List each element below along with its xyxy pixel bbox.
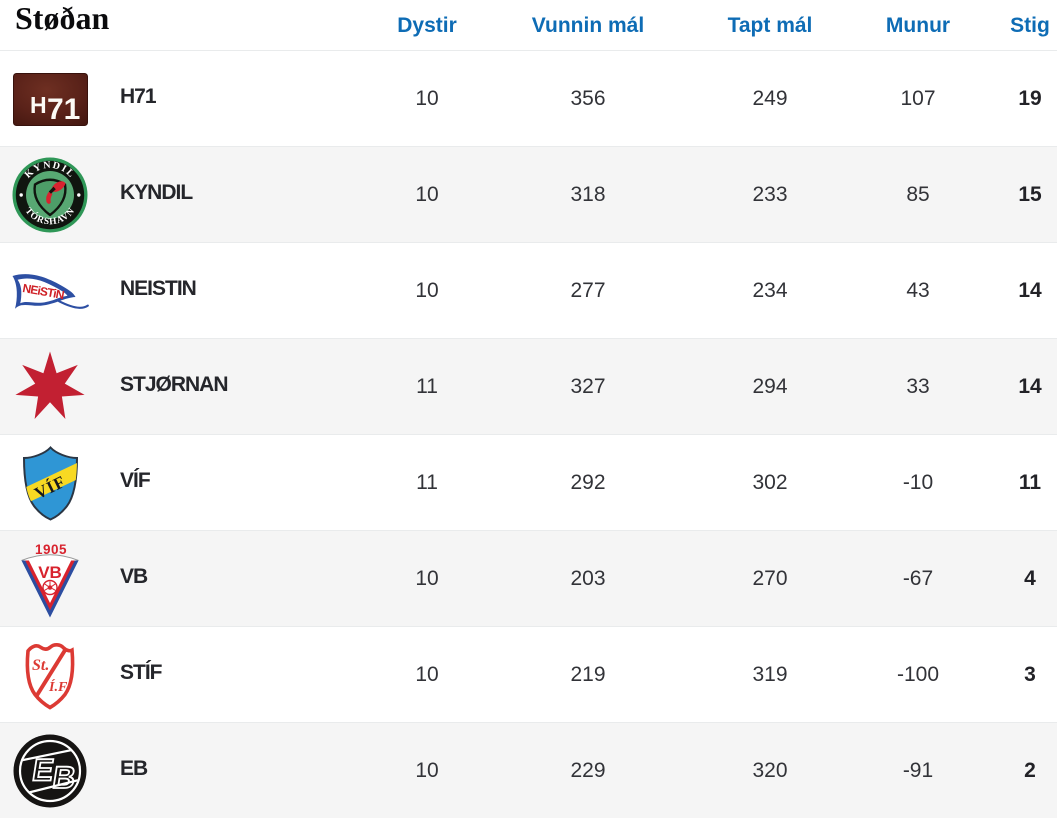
- logo-cell: KYNDIL TÓRSHAVN: [0, 147, 100, 243]
- cell-tapt-mal: 319: [752, 663, 788, 686]
- table-row: KYNDIL TÓRSHAVN KYNDIL 10 318 233 85 15: [0, 146, 1057, 242]
- table-row: 1905 VB VB 10 203 270 -67 4: [0, 530, 1057, 626]
- cell-munur: 33: [906, 375, 930, 398]
- team-logo-stif: St. Í.F: [25, 643, 75, 710]
- cell-tapt-mal: 270: [752, 567, 788, 590]
- cell-tapt-mal: 320: [752, 759, 788, 782]
- cell-munur: -91: [902, 759, 934, 782]
- logo-cell: E B: [0, 723, 100, 818]
- cell-stig: 3: [1024, 663, 1036, 686]
- table-row: STJØRNAN 11 327 294 33 14: [0, 338, 1057, 434]
- team-logo-kyndil: KYNDIL TÓRSHAVN: [12, 157, 88, 233]
- team-logo-vif: VÍF: [22, 446, 78, 521]
- table-row: E B EB 10 229 320 -91 2: [0, 722, 1057, 818]
- cell-vunnin-mal: 292: [570, 471, 606, 494]
- cell-vunnin-mal: 203: [570, 567, 606, 590]
- team-name: STÍF: [120, 661, 163, 684]
- cell-tapt-mal: 294: [752, 375, 788, 398]
- cell-vunnin-mal: 318: [570, 183, 606, 206]
- cell-tapt-mal: 234: [752, 279, 788, 302]
- cell-dystir: 10: [415, 759, 439, 782]
- logo-cell: VÍF: [0, 435, 100, 531]
- team-logo-neistin: NEiSTiN: [12, 274, 89, 309]
- cell-tapt-mal: 249: [752, 87, 788, 110]
- cell-dystir: 10: [415, 87, 439, 110]
- team-name: STJØRNAN: [120, 373, 229, 396]
- cell-munur: -10: [902, 471, 934, 494]
- column-header-munur: Munur: [885, 13, 951, 37]
- cell-dystir: 11: [416, 471, 438, 494]
- table-row: VÍF VÍF 11 292 302 -10 11: [0, 434, 1057, 530]
- logo-cell: [0, 339, 100, 435]
- h71-logo-number: 71: [47, 93, 80, 126]
- team-name: EB: [120, 757, 148, 780]
- team-name: VB: [120, 565, 148, 588]
- cell-stig: 14: [1018, 375, 1042, 398]
- cell-munur: 43: [906, 279, 930, 302]
- cell-stig: 2: [1024, 759, 1036, 782]
- cell-stig: 19: [1018, 87, 1042, 110]
- column-header-tapt-mal: Tapt mál: [727, 13, 813, 37]
- team-name: VÍF: [120, 469, 151, 492]
- cell-vunnin-mal: 277: [570, 279, 606, 302]
- table-row: St. Í.F STÍF 10 219 319 -100 3: [0, 626, 1057, 722]
- vb-logo-initials: VB: [38, 563, 62, 582]
- cell-munur: -67: [902, 567, 934, 590]
- team-logo-eb: E B: [13, 734, 87, 808]
- table-header-row: Støðan Dystir Vunnin mál Tapt mál Munur …: [0, 0, 1057, 50]
- cell-dystir: 10: [415, 279, 439, 302]
- column-header-dystir: Dystir: [397, 13, 457, 37]
- column-header-stig: Stig: [1010, 13, 1050, 37]
- cell-munur: 107: [900, 87, 936, 110]
- cell-tapt-mal: 233: [752, 183, 788, 206]
- team-logo-stjornan: [15, 351, 85, 419]
- column-header-vunnin-mal: Vunnin mál: [531, 13, 645, 37]
- cell-vunnin-mal: 219: [570, 663, 606, 686]
- stif-logo-text-if: Í.F: [48, 678, 68, 695]
- cell-munur: -100: [896, 663, 940, 686]
- cell-vunnin-mal: 356: [570, 87, 606, 110]
- team-logo-h71: H 71: [12, 72, 88, 126]
- table-row: H 71 H71 10 356 249 107 19: [0, 50, 1057, 146]
- table-row: NEiSTiN NEISTIN 10 277 234 43 14: [0, 242, 1057, 338]
- vb-logo-year: 1905: [35, 542, 67, 557]
- cell-dystir: 10: [415, 183, 439, 206]
- cell-tapt-mal: 302: [752, 471, 788, 494]
- team-logo-vb: 1905 VB: [21, 542, 79, 618]
- cell-munur: 85: [906, 183, 930, 206]
- logo-cell: 1905 VB: [0, 531, 100, 627]
- team-name: KYNDIL: [120, 181, 193, 204]
- cell-stig: 11: [1018, 471, 1042, 494]
- page-title: Støðan: [15, 0, 110, 36]
- logo-cell: St. Í.F: [0, 627, 100, 723]
- cell-stig: 4: [1024, 567, 1036, 590]
- logo-cell: H 71: [0, 51, 100, 147]
- logo-cell: NEiSTiN: [0, 243, 100, 339]
- cell-vunnin-mal: 229: [570, 759, 606, 782]
- cell-stig: 15: [1018, 183, 1042, 206]
- h71-logo-letter: H: [30, 92, 47, 118]
- cell-dystir: 10: [415, 663, 439, 686]
- team-name: NEISTIN: [120, 277, 197, 300]
- cell-stig: 14: [1018, 279, 1042, 302]
- cell-dystir: 11: [416, 375, 438, 398]
- stif-logo-text-st: St.: [32, 657, 49, 674]
- cell-dystir: 10: [415, 567, 439, 590]
- team-name: H71: [120, 85, 157, 108]
- cell-vunnin-mal: 327: [570, 375, 606, 398]
